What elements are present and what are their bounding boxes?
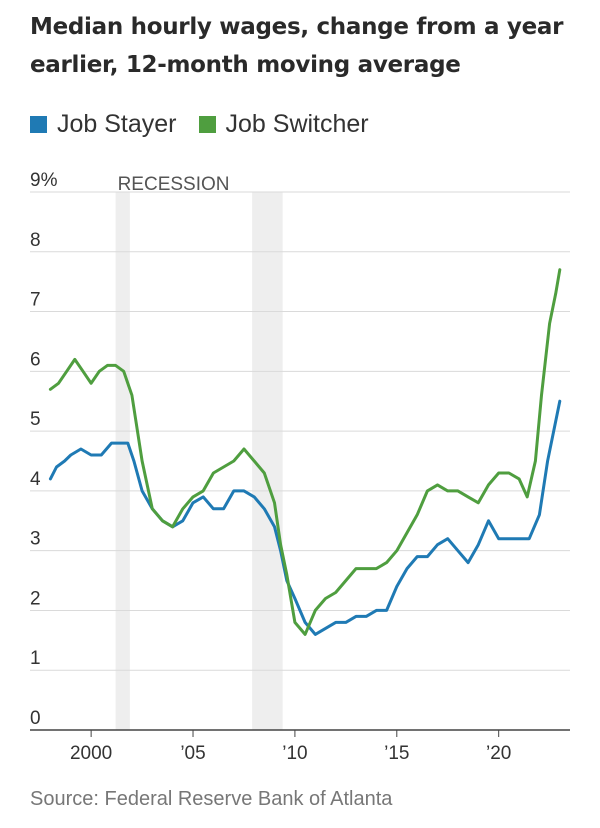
- y-tick-label-2: 2: [30, 588, 41, 609]
- y-tick-label-6: 6: [30, 349, 41, 370]
- y-tick-label-5: 5: [30, 409, 41, 430]
- x-tick-label-2015: ’15: [384, 743, 409, 764]
- y-tick-label-0: 0: [30, 708, 41, 729]
- recession-band-0: [115, 192, 130, 730]
- y-tick-label-3: 3: [30, 529, 41, 550]
- legend-swatch-job-switcher: [198, 115, 216, 133]
- x-tick-label-2005: ’05: [180, 743, 205, 764]
- legend: Job Stayer Job Switcher: [30, 106, 369, 142]
- x-tick-label-2000: 2000: [70, 743, 112, 764]
- series-line-job-switcher: [48, 268, 562, 636]
- source-note: Source: Federal Reserve Bank of Atlanta: [30, 788, 393, 810]
- legend-swatch-job-stayer: [30, 115, 47, 133]
- y-tick-label-9: 9%: [30, 170, 58, 191]
- x-tick-label-2010: ’10: [282, 743, 307, 764]
- y-tick-label-1: 1: [30, 648, 41, 669]
- legend-label-job-switcher: Job Switcher: [225, 109, 369, 138]
- y-tick-label-8: 8: [30, 230, 41, 251]
- x-tick-label-2020: ’20: [486, 743, 511, 764]
- series-line-job-stayer: [48, 399, 562, 636]
- recession-band-1: [252, 192, 283, 730]
- legend-label-job-stayer: Job Stayer: [57, 109, 177, 138]
- y-tick-label-4: 4: [30, 469, 41, 490]
- legend-item-job-switcher: Job Switcher: [198, 109, 369, 139]
- legend-item-job-stayer: Job Stayer: [30, 110, 177, 139]
- recession-label: RECESSION: [118, 174, 230, 195]
- y-tick-label-7: 7: [30, 290, 41, 311]
- chart-title: Median hourly wages, change from a year …: [30, 14, 564, 78]
- line-chart: RECESSION 0 1 2 3 4 5 6 7 8 9% 2000 ’05 ’10 ’15 ’20: [30, 170, 570, 764]
